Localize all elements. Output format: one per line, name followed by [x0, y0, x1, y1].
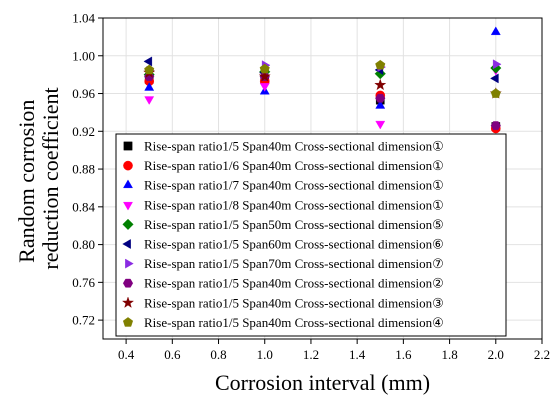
- data-point: [143, 56, 153, 67]
- data-point: [490, 26, 501, 36]
- data-point: [144, 82, 155, 91]
- ticks-layer: 0.4 0.6 0.8 1.0 1.2 1.4 1.6 1.8 2.0 2.2 0.72 0.76 0.…: [72, 11, 550, 363]
- legend-label: Rise-span ratio1/8 Span40m Cross-section…: [144, 197, 444, 212]
- legend-label: Rise-span ratio1/5 Span70m Cross-section…: [144, 256, 444, 271]
- data-point: [375, 100, 386, 109]
- legend-label: Rise-span ratio1/5 Span40m Cross-section…: [144, 276, 444, 291]
- legend-marker: [123, 201, 133, 211]
- series-1: [144, 75, 501, 131]
- x-axis-title: Corrosion interval (mm): [215, 370, 430, 395]
- series-2: [144, 76, 501, 134]
- legend-label: Rise-span ratio1/5 Span40m Cross-section…: [144, 295, 444, 310]
- data-point: [492, 59, 502, 70]
- series-10: [144, 59, 501, 98]
- x-tick-label: 1.8: [441, 347, 457, 362]
- data-point: [144, 64, 155, 75]
- legend-marker: [123, 179, 133, 189]
- y-tick-label: 1.00: [72, 48, 95, 63]
- legend-label: Rise-span ratio1/6 Span40m Cross-section…: [144, 158, 444, 173]
- y-axis-title-line-2: reduction coefficient: [38, 87, 63, 269]
- legend-marker: [122, 317, 134, 327]
- legend-label: Rise-span ratio1/5 Span50m Cross-section…: [144, 217, 444, 232]
- legend-label: Rise-span ratio1/7 Span40m Cross-section…: [144, 178, 444, 193]
- series-8: [144, 72, 501, 131]
- plot-frame: [102, 17, 543, 340]
- legend-label: Rise-span ratio1/5 Span40m Cross-section…: [144, 139, 444, 154]
- data-point: [374, 78, 387, 91]
- y-axis-title-line-1: Random corrosion: [14, 100, 39, 263]
- legend-marker: [122, 239, 131, 249]
- data-point: [490, 121, 501, 131]
- data-point: [375, 93, 386, 103]
- legend-marker: [123, 141, 133, 151]
- x-tick-label: 1.0: [257, 347, 273, 362]
- legend-marker: [123, 160, 133, 171]
- y-tick-label: 0.84: [72, 199, 95, 214]
- series-5: [143, 62, 502, 81]
- legend-label: Rise-span ratio1/5 Span40m Cross-section…: [144, 315, 444, 330]
- x-tick-label: 0.8: [210, 347, 226, 362]
- legend-box: [115, 133, 507, 337]
- y-tick-label: 1.04: [72, 11, 95, 26]
- series-6: [143, 56, 499, 84]
- data-point: [490, 88, 501, 98]
- x-tick-label: 2.2: [534, 347, 550, 362]
- legend-marker: [122, 278, 134, 288]
- data-point: [490, 73, 499, 84]
- legend-marker: [122, 218, 134, 230]
- x-tick-label: 0.4: [118, 347, 135, 362]
- legend: Rise-span ratio1/5 Span40m Cross-section…: [115, 133, 507, 337]
- data-point: [258, 70, 271, 82]
- data-point: [259, 83, 270, 92]
- series-7: [146, 59, 502, 76]
- y-tick-label: 0.76: [72, 275, 95, 290]
- x-tick-label: 1.4: [349, 347, 366, 362]
- y-axis-title: Random corrosion reduction coefficient: [14, 87, 63, 269]
- y-tick-label: 0.92: [72, 124, 95, 139]
- x-tick-label: 2.0: [488, 347, 504, 362]
- data-point: [144, 96, 155, 105]
- series-3: [144, 26, 501, 109]
- series-4: [144, 67, 501, 130]
- data-point: [375, 120, 386, 130]
- points-layer: [143, 26, 502, 134]
- legend-marker: [125, 258, 134, 269]
- y-tick-label: 0.96: [72, 86, 95, 101]
- x-tick-label: 1.6: [395, 347, 412, 362]
- x-tick-label: 0.6: [164, 347, 181, 362]
- legend-label: Rise-span ratio1/5 Span60m Cross-section…: [144, 237, 444, 252]
- y-tick-label: 0.72: [72, 313, 95, 328]
- data-point: [375, 59, 386, 70]
- y-tick-label: 0.88: [72, 162, 95, 177]
- x-tick-label: 1.2: [303, 347, 319, 362]
- y-tick-label: 0.80: [72, 237, 95, 252]
- data-point: [259, 63, 270, 74]
- legend-marker: [121, 296, 135, 308]
